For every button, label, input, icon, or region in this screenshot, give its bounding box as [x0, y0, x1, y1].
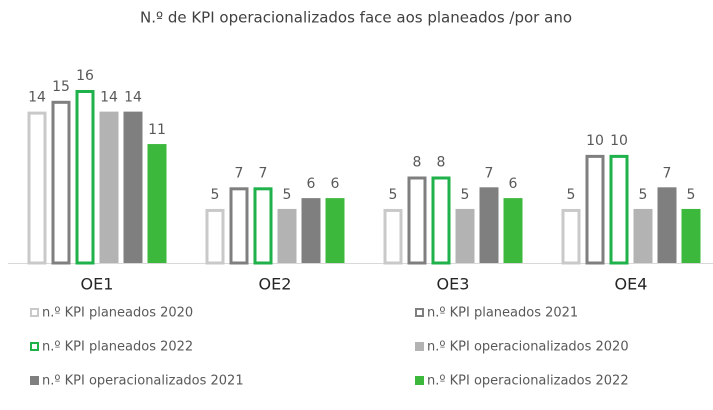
bar — [147, 144, 167, 263]
bar — [383, 208, 403, 265]
legend-marker — [30, 376, 39, 385]
value-label: 6 — [331, 176, 340, 192]
bar — [657, 187, 677, 263]
value-label: 6 — [307, 176, 316, 192]
legend-marker — [415, 376, 424, 385]
value-label: 16 — [76, 68, 94, 84]
value-label: 5 — [461, 187, 470, 203]
legend-marker — [415, 342, 424, 351]
category-label: OE4 — [615, 275, 648, 294]
legend-label: n.º KPI operacionalizados 2020 — [427, 340, 629, 355]
value-label: 10 — [610, 133, 628, 149]
category-label: OE2 — [259, 275, 292, 294]
bar — [633, 208, 653, 263]
value-label: 5 — [389, 187, 398, 203]
bar — [229, 187, 249, 265]
value-label: 7 — [259, 165, 268, 181]
bar — [431, 176, 451, 265]
bar — [561, 208, 581, 265]
value-label: 11 — [148, 122, 166, 138]
bar — [325, 198, 345, 263]
bar — [407, 176, 427, 265]
value-label: 10 — [586, 133, 604, 149]
value-label: 15 — [52, 79, 70, 95]
value-label: 14 — [100, 90, 118, 106]
bar — [301, 198, 321, 263]
bar — [609, 154, 629, 265]
legend-label: n.º KPI planeados 2021 — [427, 306, 578, 321]
legend-label: n.º KPI operacionalizados 2022 — [427, 374, 629, 389]
value-label: 5 — [283, 187, 292, 203]
value-label: 14 — [28, 90, 46, 106]
bar — [479, 187, 499, 263]
bar — [455, 208, 475, 263]
value-label: 5 — [211, 187, 220, 203]
bar — [99, 111, 119, 263]
value-label: 7 — [663, 165, 672, 181]
legend-marker — [30, 308, 39, 317]
value-label: 7 — [235, 165, 244, 181]
chart-title: N.º de KPI operacionalizados face aos pl… — [140, 9, 572, 27]
legend-label: n.º KPI planeados 2020 — [42, 306, 193, 321]
bar — [681, 208, 701, 263]
value-label: 5 — [687, 187, 696, 203]
legend-marker — [415, 308, 424, 317]
bar — [123, 111, 143, 263]
value-label: 8 — [413, 155, 422, 171]
bar — [75, 90, 95, 265]
value-label: 6 — [509, 176, 518, 192]
legend-label: n.º KPI operacionalizados 2021 — [42, 374, 244, 389]
bar — [205, 208, 225, 265]
bar — [503, 198, 523, 263]
value-label: 5 — [639, 187, 648, 203]
bar — [585, 154, 605, 265]
legend-marker — [30, 342, 39, 351]
legend-label: n.º KPI planeados 2022 — [42, 340, 193, 355]
value-label: 8 — [437, 155, 446, 171]
category-label: OE1 — [81, 275, 114, 294]
bar — [27, 111, 47, 265]
bar — [51, 100, 71, 265]
bar — [253, 187, 273, 265]
value-label: 7 — [485, 165, 494, 181]
category-label: OE3 — [437, 275, 470, 294]
value-label: 14 — [124, 90, 142, 106]
value-label: 5 — [567, 187, 576, 203]
bar — [277, 208, 297, 263]
